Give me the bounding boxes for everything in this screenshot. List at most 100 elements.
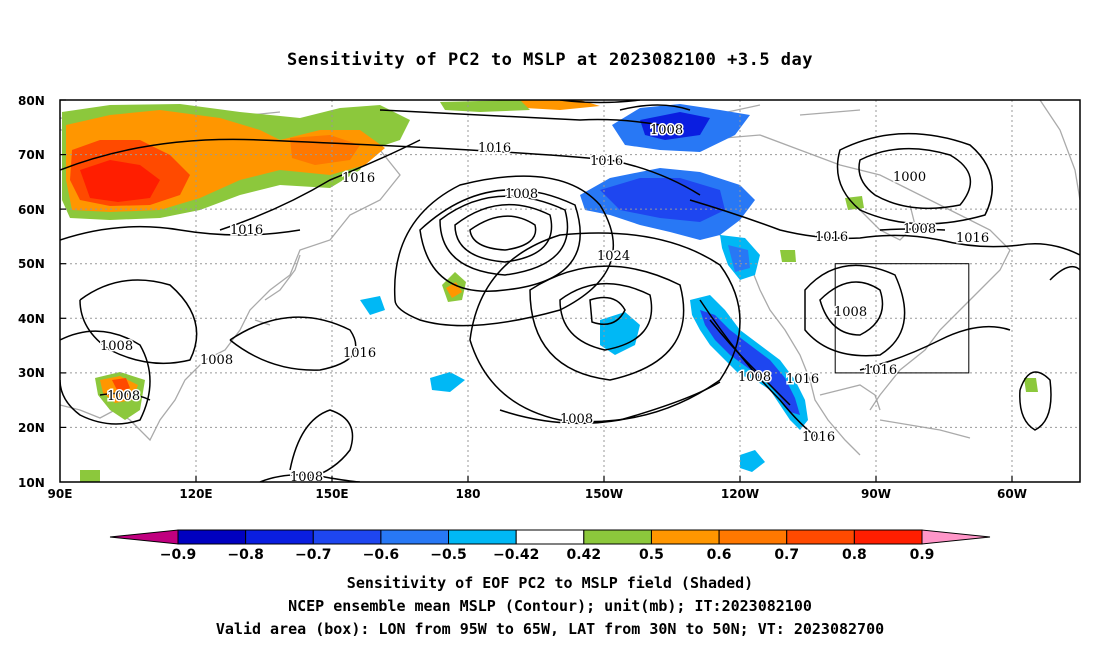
colorbar xyxy=(109,529,991,545)
contour-1016-west xyxy=(229,316,357,371)
colorbar-tick-label: 0.9 xyxy=(910,547,935,563)
coastline-gulf xyxy=(819,384,881,411)
contour-subtropic-loop xyxy=(289,409,354,479)
lon-label: 90W xyxy=(861,487,891,501)
shade-small-cyan-2 xyxy=(740,450,765,472)
colorbar-box xyxy=(718,529,788,545)
colorbar-box xyxy=(448,529,517,545)
shade-arctic-darkblue xyxy=(640,112,710,140)
lat-label: 30N xyxy=(18,366,45,380)
contour-label: 1016 xyxy=(864,363,897,378)
contour-hudson-loop-2 xyxy=(836,132,993,225)
coastline-japan xyxy=(254,254,301,326)
contour-label: 1016 xyxy=(786,372,819,387)
coastline-caribbean xyxy=(879,419,971,439)
contour-china-1008 xyxy=(99,392,151,401)
colorbar-box xyxy=(312,529,382,545)
contour-pacific-high-inner xyxy=(589,296,626,325)
lon-label: 150W xyxy=(585,487,623,501)
shade-canada-midblue xyxy=(728,245,750,272)
contour-arctic-1 xyxy=(559,100,641,104)
colorbar-tick-label: −0.42 xyxy=(493,547,539,563)
coastline-greenland xyxy=(1039,100,1080,201)
colorbar-tick-label: −0.5 xyxy=(430,547,467,563)
contour-label: 1016 xyxy=(590,154,623,169)
contour-label: 1008 xyxy=(560,412,593,427)
contour-siberia-west xyxy=(60,225,301,241)
contour-label: 1008 xyxy=(903,222,936,237)
lat-label: 10N xyxy=(18,476,45,490)
contour-label: 1016 xyxy=(802,430,835,445)
colorbar-tick-label: 0.6 xyxy=(707,547,732,563)
lat-label: 40N xyxy=(18,312,45,326)
contour-label: 1016 xyxy=(230,223,263,238)
lat-label: 50N xyxy=(18,257,45,271)
shade-southchina-red xyxy=(112,378,130,392)
colorbar-box xyxy=(177,529,247,545)
shade-small-cyan-3 xyxy=(360,296,385,315)
colorbar-labels: −0.9 −0.8 −0.7 −0.6 −0.5 −0.42 0.42 0.5 0.6 0.7 0.… xyxy=(160,547,935,563)
contour-label: 1016 xyxy=(956,231,989,246)
shade-small-cyan-1 xyxy=(430,372,465,392)
contour-pacific-high-2 xyxy=(559,282,653,351)
contour-east-1016-south xyxy=(859,325,1011,371)
colorbar-tick-label: −0.8 xyxy=(227,547,264,563)
colorbar-box xyxy=(583,529,652,545)
shade-small-green-3 xyxy=(1024,378,1038,392)
coastline-north-america xyxy=(659,129,1011,411)
colorbar-box xyxy=(245,529,314,545)
lat-label: 20N xyxy=(18,421,45,435)
contour-hudson-loop xyxy=(858,147,972,210)
contour-1016-mid xyxy=(219,139,421,231)
colorbar-box xyxy=(380,529,450,545)
colorbar-tick-label: 0.7 xyxy=(774,547,799,563)
shade-siberia-red xyxy=(80,160,160,202)
contour-aleutian-low-3 xyxy=(439,195,569,276)
contour-dateline-loop xyxy=(393,175,615,327)
colorbar-box xyxy=(515,529,585,545)
shade-alaska-darkblue xyxy=(600,178,725,222)
contour-na-1016 xyxy=(689,199,1080,256)
contour-label: 1016 xyxy=(343,346,376,361)
contour-label: 1008 xyxy=(834,305,867,320)
shaded-fields xyxy=(62,100,1038,482)
contour-label: 1008 xyxy=(650,123,683,138)
lon-label: 180 xyxy=(455,487,480,501)
contour-label: 1016 xyxy=(342,171,375,186)
contour-na-high-2 xyxy=(709,319,791,406)
contour-na-1008 xyxy=(879,228,946,231)
colorbar-triangle-high xyxy=(921,529,991,545)
lon-label: 60W xyxy=(997,487,1027,501)
contour-1008-north xyxy=(379,109,661,126)
lat-label: 70N xyxy=(18,148,45,162)
caption-contour: NCEP ensemble mean MSLP (Contour); unit(… xyxy=(288,597,812,615)
lon-labels: 90E 120E 150E 180 150W 120W 90W 60W xyxy=(48,487,1027,501)
map-frame xyxy=(59,99,1081,483)
contour-atlantic-east xyxy=(1049,265,1080,281)
lon-label: 120E xyxy=(179,487,212,501)
contour-pacific-high-3 xyxy=(529,265,685,381)
contour-atlantic-loop xyxy=(1019,371,1052,431)
contour-label: 1008 xyxy=(200,353,233,368)
caption-shaded: Sensitivity of EOF PC2 to MSLP field (Sh… xyxy=(346,574,754,592)
colorbar-box xyxy=(650,529,720,545)
lon-label: 120W xyxy=(721,487,759,501)
contour-east-1016-loop xyxy=(804,264,906,357)
coastline-hudson xyxy=(859,204,916,241)
contour-aleutian-low-4 xyxy=(419,189,581,292)
shade-small-green-1 xyxy=(780,250,796,262)
lon-label: 150E xyxy=(315,487,348,501)
colorbar-box xyxy=(853,529,923,545)
colorbar-tick-label: −0.6 xyxy=(363,547,400,563)
contour-label: 1008 xyxy=(100,339,133,354)
colorbar-tick-label: −0.9 xyxy=(160,547,197,563)
colorbar-tick-label: 0.5 xyxy=(639,547,664,563)
valid-area-box xyxy=(834,263,970,374)
contour-siberia-loop xyxy=(79,279,198,365)
contour-aleutian-low-2 xyxy=(454,203,553,263)
page-title: Sensitivity of PC2 to MSLP at 2023082100… xyxy=(286,50,813,70)
axis-ticks xyxy=(60,99,1013,482)
contour-east-1008-loop xyxy=(819,281,884,336)
lat-label: 80N xyxy=(18,94,45,108)
